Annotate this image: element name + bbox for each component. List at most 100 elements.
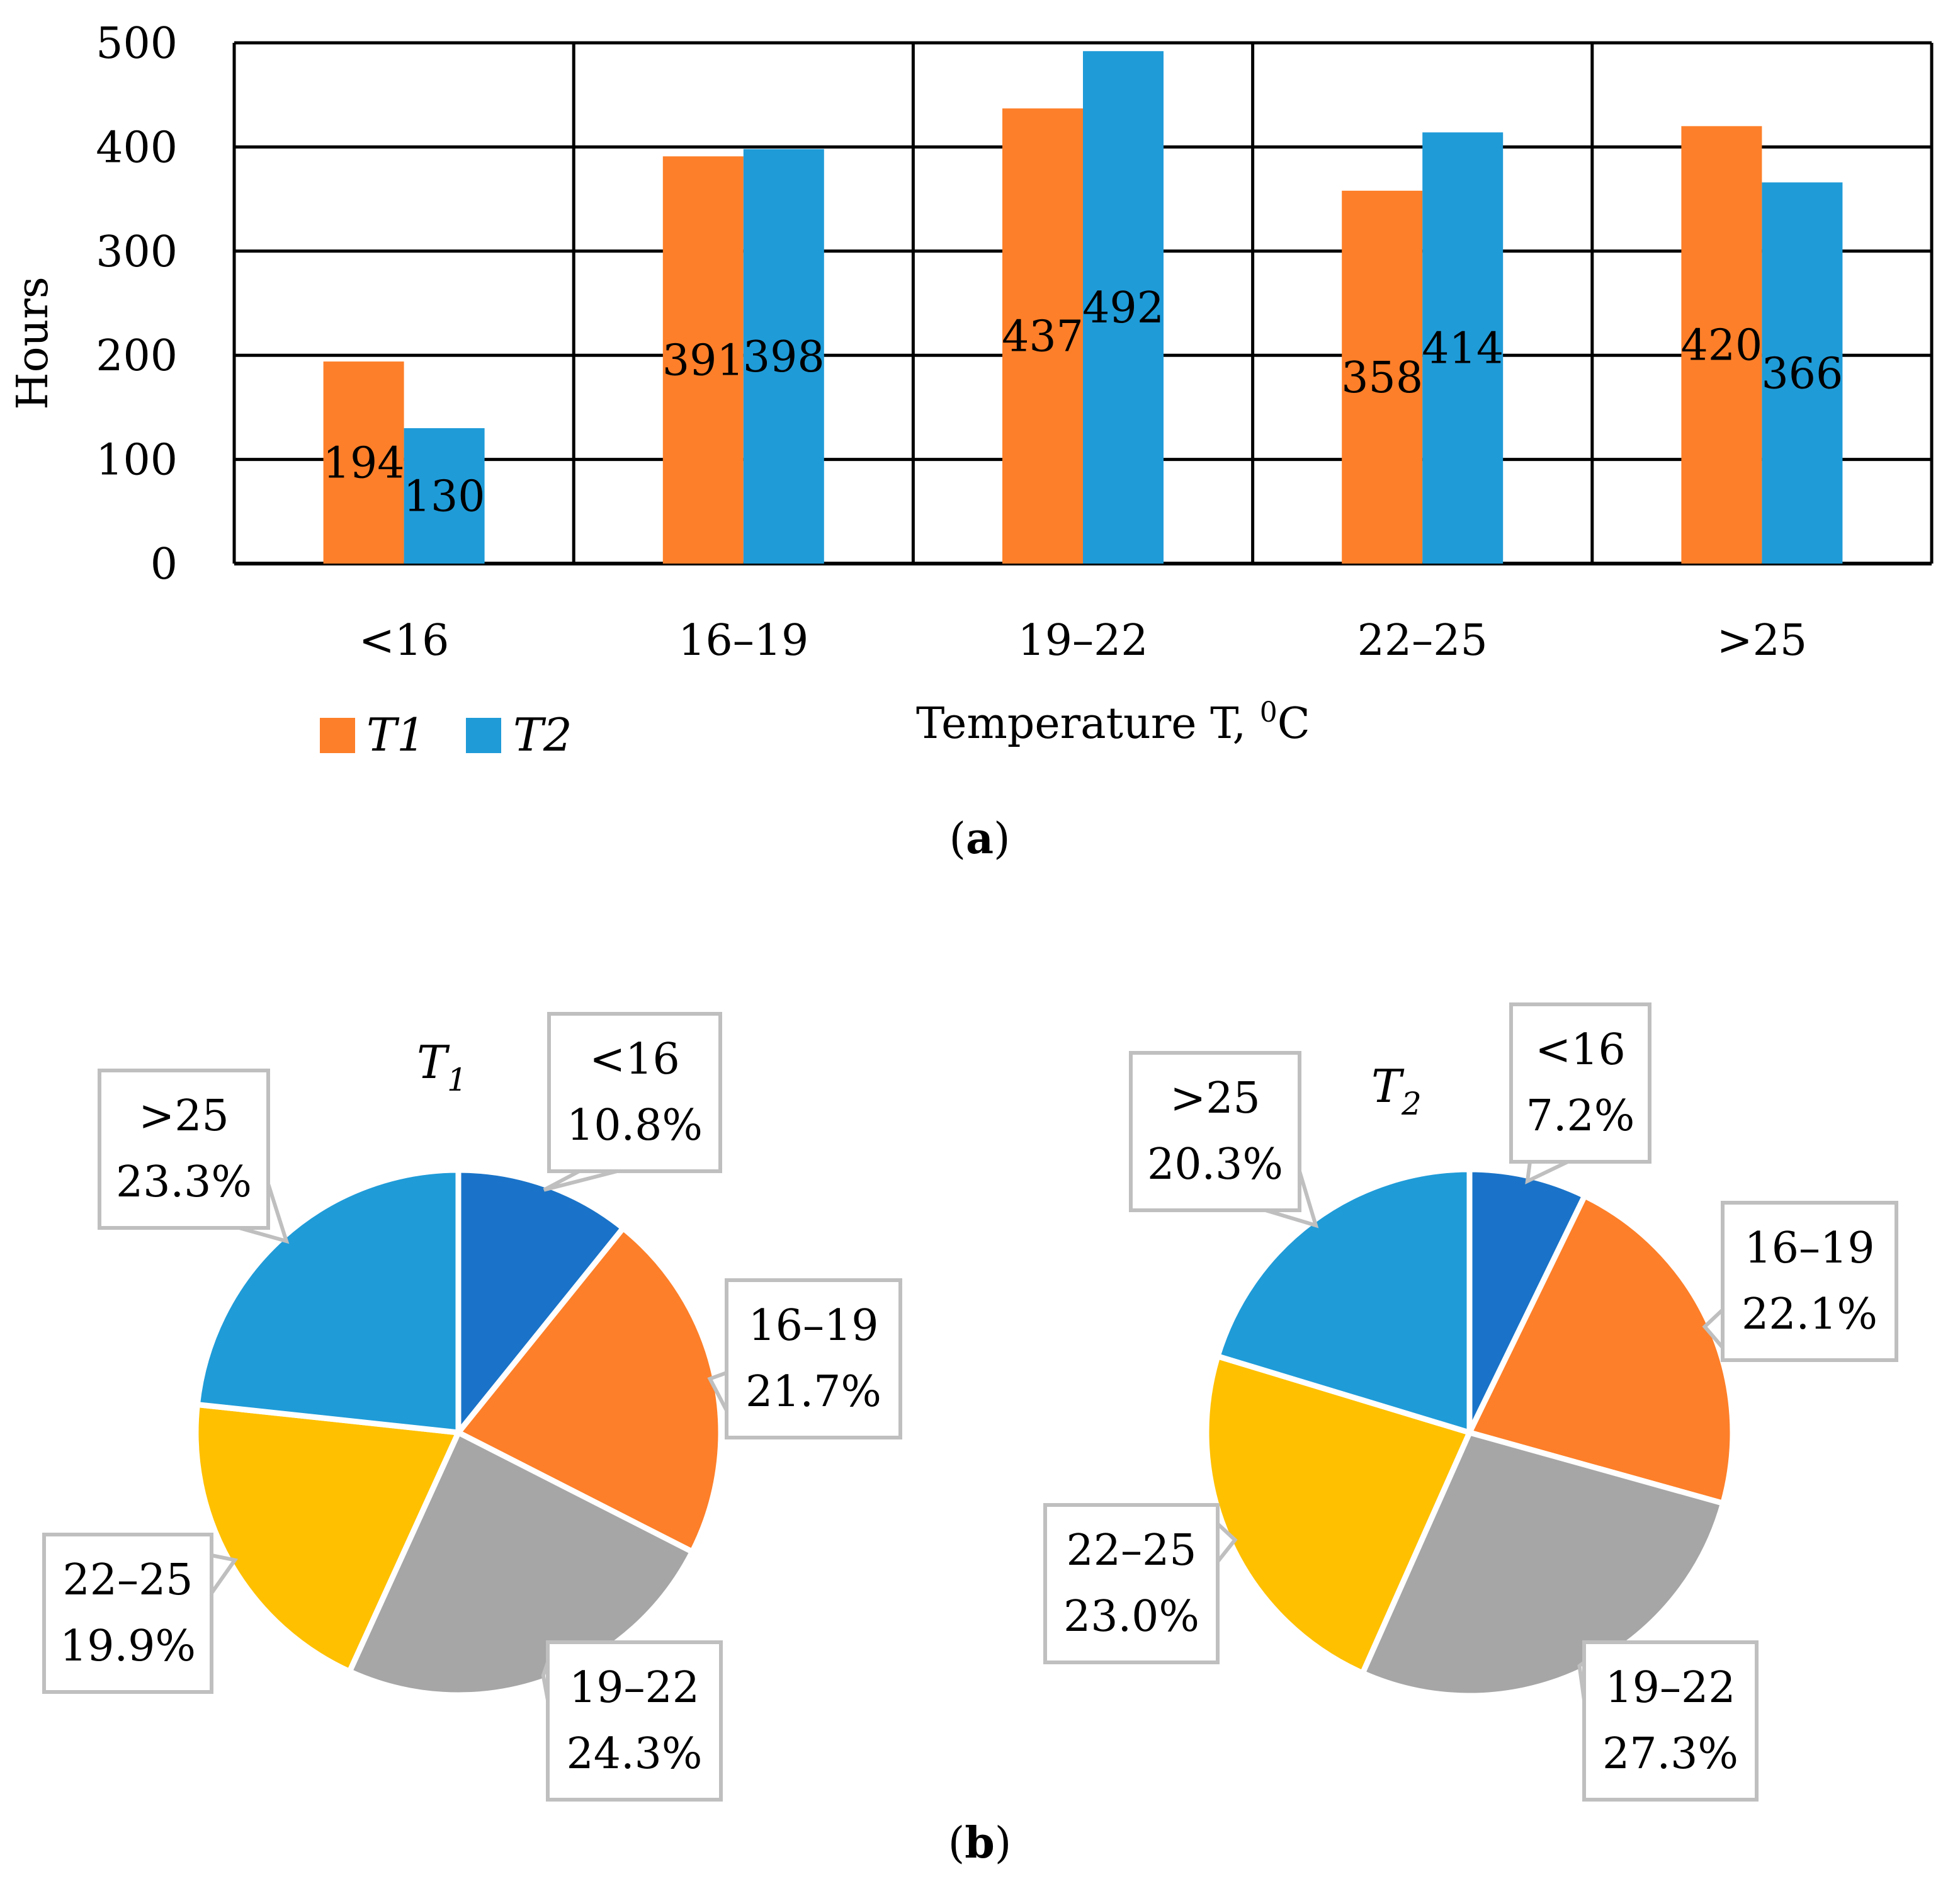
pie-slice-percent: 24.3% [566, 1729, 702, 1779]
y-tick-label: 300 [96, 227, 178, 277]
pie-chart-t2: T2 <16 7.2% 16–19 22.1% 19–22 27.3% 22–25 23.0%… [1043, 1002, 1898, 1802]
pie-slice-percent: 22.1% [1742, 1290, 1878, 1339]
callout-fill [1047, 1507, 1216, 1660]
caption-a-letter: a [966, 814, 994, 864]
bar-data-label: 414 [1422, 324, 1504, 374]
pie-t1-slices [193, 1167, 724, 1698]
pie-slice-percent: 23.0% [1063, 1592, 1199, 1642]
pie-slice [455, 1167, 626, 1436]
pie-t2-title-main: T [1371, 1060, 1405, 1113]
pie-chart-t1: T1 <16 10.8% 16–19 21.7% 19–22 24.3% 22–25 19.9… [42, 1012, 902, 1802]
y-tick-label: 500 [96, 19, 178, 69]
bar-data-label: 366 [1762, 349, 1844, 399]
bar-data-label: 492 [1082, 283, 1164, 333]
callout-fill [550, 1644, 719, 1798]
bar-x-ticks: <16 16–19 19–22 22–25 >25 [359, 616, 1807, 666]
legend-label-t2: T2 [513, 708, 572, 761]
caption-b-letter: b [965, 1818, 995, 1868]
pie-t2-slices [1203, 1166, 1736, 1699]
bar-data-label: 358 [1341, 353, 1423, 403]
callout-fill [728, 1282, 898, 1436]
y-tick-label: 400 [96, 123, 178, 173]
pie-slice-percent: 21.7% [745, 1367, 881, 1417]
legend-swatch-t2 [466, 718, 501, 753]
pie-slice-percent: 27.3% [1602, 1729, 1738, 1779]
x-tick-label: 22–25 [1357, 616, 1488, 666]
callout-fill [1725, 1205, 1895, 1358]
x-axis-label-text: Temperature T, [916, 699, 1260, 749]
legend-label-t1: T1 [366, 708, 426, 761]
pie-slice-label: 22–25 [62, 1555, 193, 1605]
bar-t1 [662, 156, 744, 564]
bar-t1 [1342, 190, 1423, 564]
caption-a-close: ) [994, 814, 1011, 864]
bar-data-label: 391 [662, 336, 744, 386]
pie-slice-label: 16–19 [748, 1301, 878, 1351]
x-axis-label-degree: 0 [1260, 696, 1277, 729]
bar-data-label: 420 [1681, 321, 1763, 371]
x-tick-label: 16–19 [678, 616, 808, 666]
x-axis-label: Temperature T, 0C [916, 696, 1310, 749]
bar-t1 [1002, 108, 1083, 564]
bar-t1 [1681, 126, 1762, 564]
bar-bars [323, 51, 1843, 564]
caption-a-open: ( [949, 814, 966, 864]
callout-fill [1586, 1644, 1755, 1798]
x-axis-label-unit: C [1277, 699, 1310, 749]
pie-slice-label: 22–25 [1066, 1526, 1196, 1575]
pie-slice-percent: 10.8% [567, 1101, 703, 1150]
callout-pointer [543, 1169, 618, 1192]
pie-slice-label: <16 [1535, 1025, 1626, 1075]
bar-t2 [1422, 132, 1504, 564]
callout-fill [1133, 1055, 1298, 1208]
caption-b: (b) [948, 1818, 1012, 1868]
pie-slice-label: >25 [139, 1091, 229, 1141]
pie-slice-label: 19–22 [569, 1663, 700, 1713]
bar-data-label: 437 [1002, 312, 1084, 362]
pie-slice-percent: 19.9% [60, 1621, 196, 1671]
bar-data-label: 194 [323, 439, 405, 489]
bar-t2 [1083, 51, 1164, 564]
pie-slice-label: >25 [1170, 1074, 1260, 1123]
pie-t1-callouts: <16 10.8% 16–19 21.7% 19–22 24.3% 22–25 19.9% >2… [42, 1012, 902, 1802]
pie-slice-label: 19–22 [1605, 1663, 1735, 1713]
callout-fill [46, 1536, 210, 1690]
pie-t2-title-sub: 2 [1401, 1086, 1422, 1122]
legend-swatch-t1 [320, 718, 355, 753]
bar-t2 [743, 149, 824, 564]
callout-pointer [210, 1553, 239, 1599]
bar-y-ticks: 0 100 200 300 400 500 [96, 19, 178, 589]
pie-t1-title-sub: 1 [447, 1062, 467, 1098]
pie-t1-title-main: T [417, 1036, 450, 1089]
caption-b-close: ) [995, 1819, 1012, 1868]
pie-slice-percent: 7.2% [1526, 1091, 1635, 1141]
x-tick-label: >25 [1717, 616, 1808, 666]
callout-fill [551, 1016, 718, 1169]
callout-fill [1513, 1006, 1648, 1160]
bar-t2 [404, 428, 485, 564]
x-tick-label: <16 [359, 616, 450, 666]
legend: T1 T2 [320, 708, 572, 761]
caption-b-open: ( [948, 1819, 965, 1868]
bar-data-label: 130 [404, 472, 485, 521]
caption-a: (a) [949, 814, 1010, 864]
y-tick-label: 200 [96, 331, 178, 381]
y-tick-label: 0 [150, 540, 178, 589]
pie-t2-callouts: <16 7.2% 16–19 22.1% 19–22 27.3% 22–25 23.0% >25… [1043, 1002, 1898, 1802]
y-axis-label: Hours [8, 276, 58, 409]
callout-fill [101, 1072, 266, 1226]
bar-t2 [1762, 182, 1843, 564]
bar-data-label: 398 [743, 332, 825, 382]
pie-slice-label: <16 [589, 1035, 680, 1084]
y-tick-label: 100 [96, 436, 178, 485]
pie-slice-label: 16–19 [1744, 1223, 1874, 1273]
pie-t2-title: T2 [1371, 1060, 1422, 1122]
pie-slice-percent: 20.3% [1147, 1140, 1283, 1189]
pie-slice-percent: 23.3% [116, 1157, 252, 1207]
bar-t1 [323, 361, 404, 564]
x-tick-label: 19–22 [1017, 616, 1148, 666]
pie-t1-title: T1 [417, 1036, 467, 1098]
